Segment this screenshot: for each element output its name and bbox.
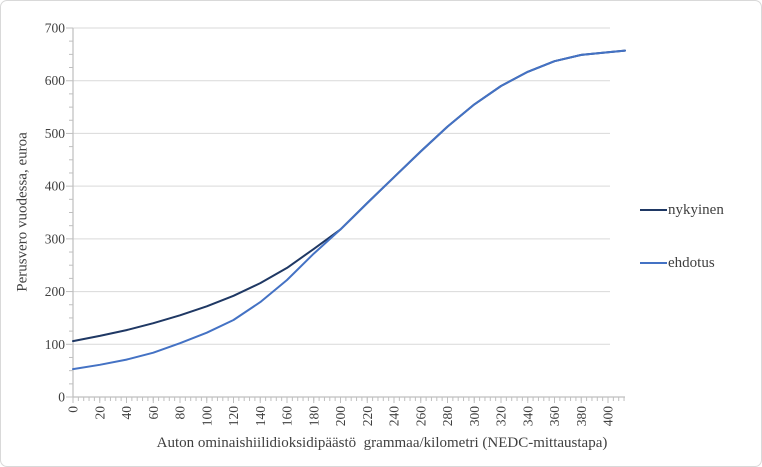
svg-text:200: 200: [45, 284, 66, 299]
svg-text:100: 100: [199, 406, 214, 427]
gridlines: [73, 27, 610, 345]
svg-text:400: 400: [45, 179, 66, 194]
svg-text:120: 120: [226, 406, 241, 427]
legend: nykyinen ehdotus: [640, 197, 724, 276]
axes: [66, 27, 625, 403]
svg-text:0: 0: [66, 406, 81, 413]
svg-text:100: 100: [45, 337, 66, 352]
legend-item-nykyinen: nykyinen: [640, 197, 724, 223]
svg-text:380: 380: [574, 406, 589, 427]
nykyinen-line-swatch-icon: [640, 209, 667, 211]
svg-text:20: 20: [92, 406, 107, 420]
legend-label-ehdotus: ehdotus: [668, 254, 715, 271]
svg-text:260: 260: [413, 406, 428, 427]
svg-text:700: 700: [45, 21, 66, 36]
series-line-ehdotus: [72, 49, 626, 371]
svg-text:280: 280: [440, 406, 455, 427]
legend-label-nykyinen: nykyinen: [668, 201, 724, 218]
svg-text:140: 140: [253, 406, 268, 427]
svg-text:40: 40: [119, 406, 134, 420]
svg-text:240: 240: [387, 406, 402, 427]
y-tick-labels: 0 100 200 300 400 500 600 700: [45, 21, 66, 405]
svg-text:600: 600: [45, 73, 66, 88]
svg-text:300: 300: [45, 231, 66, 246]
svg-text:180: 180: [306, 406, 321, 427]
svg-text:340: 340: [520, 406, 535, 427]
svg-text:220: 220: [360, 406, 375, 427]
svg-text:80: 80: [173, 406, 188, 420]
svg-text:360: 360: [547, 406, 562, 427]
svg-text:60: 60: [146, 406, 161, 420]
svg-text:400: 400: [601, 406, 616, 427]
svg-text:200: 200: [333, 406, 348, 427]
svg-text:500: 500: [45, 126, 66, 141]
x-tick-labels: 0 20 40 60 80 100 120 140 160 180 200 220 240 260 280 3…: [66, 406, 616, 427]
y-axis-title: Perusvero vuodessa, euroa: [14, 132, 31, 292]
legend-item-ehdotus: ehdotus: [640, 250, 724, 276]
svg-text:0: 0: [58, 390, 65, 405]
svg-text:160: 160: [280, 406, 295, 427]
x-axis-title: Auton ominaishiilidioksidipäästö grammaa…: [156, 435, 608, 451]
svg-text:320: 320: [494, 406, 509, 427]
ehdotus-line-swatch-icon: [640, 262, 667, 264]
series-line-nykyinen: [72, 49, 626, 343]
svg-text:300: 300: [467, 406, 482, 427]
